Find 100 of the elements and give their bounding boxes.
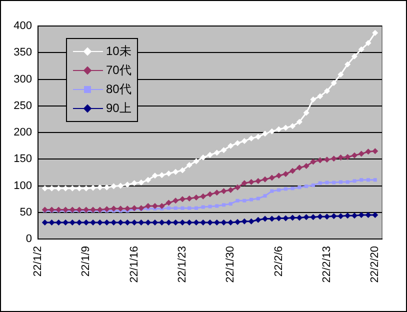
point [207, 152, 213, 158]
point [234, 140, 241, 146]
point [284, 187, 288, 191]
y-tick-label: 200 [14, 126, 32, 139]
point [296, 118, 302, 125]
x-tick-label: 22/2/13 [320, 246, 333, 283]
y-tick-label: 100 [14, 180, 32, 192]
point [201, 205, 205, 209]
point [48, 219, 55, 226]
point [179, 167, 186, 174]
point [290, 123, 296, 130]
point [236, 198, 240, 202]
point [242, 198, 246, 202]
point [310, 158, 316, 165]
point [207, 191, 213, 198]
legend-label: 10未 [106, 43, 132, 60]
point [186, 162, 192, 168]
point [42, 219, 48, 226]
point [303, 214, 310, 220]
point [344, 154, 351, 160]
point [318, 181, 322, 185]
point [338, 71, 344, 78]
point [255, 178, 262, 184]
point [194, 206, 198, 210]
point [208, 204, 212, 208]
point [174, 206, 178, 210]
point [338, 180, 342, 184]
y-tick-label: 300 [14, 73, 32, 86]
point [193, 219, 200, 226]
point [172, 168, 179, 175]
point [248, 135, 254, 142]
point [372, 212, 378, 218]
y-tick-label: 150 [14, 153, 32, 166]
point [330, 80, 337, 86]
point [317, 93, 324, 100]
point [200, 154, 206, 161]
x-tick-label: 22/2/20 [369, 246, 382, 283]
point [365, 40, 372, 46]
point [372, 148, 378, 154]
point [276, 172, 282, 179]
point [118, 182, 124, 189]
point [215, 204, 219, 208]
point [365, 212, 372, 218]
point [325, 180, 329, 184]
point [220, 219, 227, 226]
point [358, 212, 364, 218]
point [338, 213, 344, 220]
point [270, 189, 274, 193]
point [365, 148, 372, 155]
point [373, 178, 377, 182]
y-tick-label: 50 [20, 206, 32, 218]
point [310, 214, 316, 220]
point [298, 186, 302, 190]
point [262, 176, 268, 182]
point [256, 196, 260, 200]
point [255, 134, 262, 140]
point [352, 179, 356, 183]
y-tick-label: 0 [26, 233, 32, 246]
point [200, 193, 206, 200]
point [241, 218, 248, 224]
point [277, 188, 281, 192]
point [372, 30, 378, 36]
point [166, 219, 172, 226]
point [228, 187, 234, 194]
point [311, 183, 315, 187]
y-tick-label: 400 [14, 20, 32, 32]
point [360, 178, 364, 182]
point [145, 176, 152, 183]
point [152, 172, 158, 179]
point [193, 158, 200, 164]
point [166, 206, 170, 210]
point [131, 219, 138, 226]
point [234, 184, 241, 190]
point [250, 198, 254, 202]
point [351, 53, 358, 60]
point [330, 156, 337, 162]
point [241, 180, 248, 186]
point [220, 147, 227, 154]
point [304, 184, 308, 188]
point [262, 130, 268, 137]
point [268, 174, 275, 181]
point [344, 61, 351, 68]
point [166, 200, 172, 206]
point [172, 198, 179, 204]
point [110, 206, 117, 212]
point [296, 164, 302, 171]
point [179, 196, 186, 202]
point [214, 190, 220, 196]
legend-label: 80代 [106, 81, 132, 98]
point [268, 128, 275, 134]
point [241, 138, 248, 144]
point [110, 219, 117, 226]
point [330, 213, 337, 220]
point [166, 170, 172, 177]
point [138, 219, 144, 226]
point [228, 142, 234, 149]
point [248, 218, 254, 224]
legend-label: 90上 [106, 100, 132, 117]
point [358, 46, 364, 52]
point [303, 110, 310, 116]
